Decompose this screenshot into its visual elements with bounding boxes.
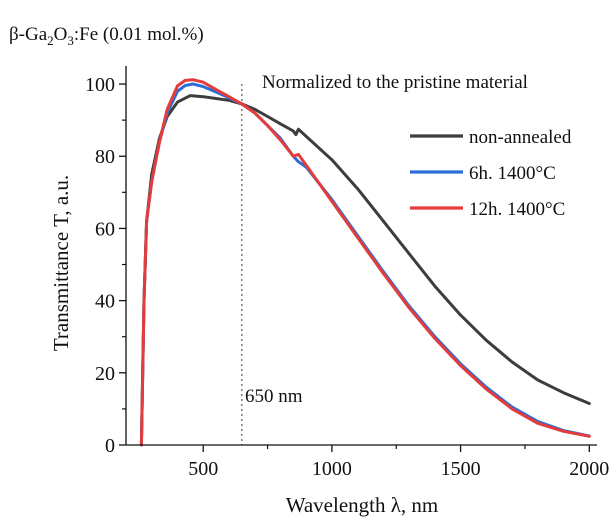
y-tick-label: 20 bbox=[95, 363, 115, 385]
series-line-0 bbox=[139, 94, 591, 447]
y-tick-label: 100 bbox=[85, 74, 115, 96]
y-tick-label: 40 bbox=[95, 291, 115, 313]
legend-label-2: 12h. 1400°C bbox=[469, 199, 565, 220]
y-tick-label: 80 bbox=[95, 146, 115, 168]
legend: non-annealed 6h. 1400°C 12h. 1400°C bbox=[410, 127, 572, 220]
y-axis-label: Transmittance T, a.u. bbox=[49, 175, 73, 351]
x-tick-label: 2000 bbox=[569, 458, 609, 480]
y-tick-label: 60 bbox=[95, 218, 115, 240]
plot-area: 500 1000 1500 2000 0 20 40 60 80 100 bbox=[85, 66, 609, 480]
x-axis-label: Wavelength λ, nm bbox=[286, 493, 439, 517]
y-tick-label: 0 bbox=[105, 435, 115, 457]
x-tick-label: 1000 bbox=[312, 458, 352, 480]
normalization-annotation: Normalized to the pristine material bbox=[262, 72, 528, 93]
legend-label-1: 6h. 1400°C bbox=[469, 163, 556, 184]
legend-label-0: non-annealed bbox=[469, 127, 572, 148]
series-line-2 bbox=[139, 78, 591, 447]
marker-label: 650 nm bbox=[245, 386, 303, 407]
x-tick-label: 500 bbox=[188, 458, 218, 480]
x-tick-label: 1500 bbox=[441, 458, 481, 480]
chart-title: β-Ga2O3:Fe (0.01 mol.%) bbox=[9, 24, 204, 48]
